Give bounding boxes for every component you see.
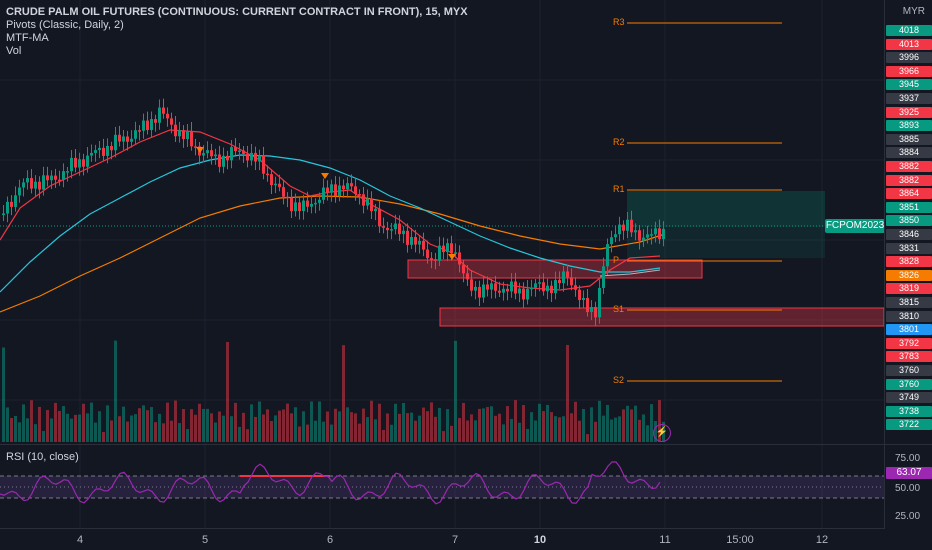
rsi-value-badge: 63.07 <box>886 467 932 479</box>
time-label: 4 <box>76 534 84 546</box>
long-position-target <box>627 191 825 227</box>
price-label: 3810 <box>886 310 932 322</box>
pivot-label-r1: R1 <box>613 184 625 194</box>
rsi-line <box>0 461 661 505</box>
price-label: 3925 <box>886 106 932 118</box>
rsi-legend[interactable]: RSI (10, close) <box>6 451 79 463</box>
price-label: 3882 <box>886 174 932 186</box>
price-axis[interactable]: MYR 4018 4013 3996 3966 3945 3937 3925 3893 3885… <box>884 0 932 444</box>
price-label: 4018 <box>886 25 932 36</box>
symbol-price-tag: FCPOM2023 <box>825 219 885 233</box>
price-label: 3831 <box>886 242 932 254</box>
pivot-label-p: P <box>613 255 620 265</box>
pivot-label-r2: R2 <box>613 137 625 147</box>
time-label: 12 <box>815 534 829 546</box>
candlesticks <box>2 98 665 327</box>
ma-orange <box>0 195 666 313</box>
price-label: 3846 <box>886 229 932 240</box>
pivot-label-s1: S1 <box>613 304 625 314</box>
price-label: 3792 <box>886 337 932 349</box>
rsi-band <box>0 476 884 498</box>
ma-cyan <box>0 154 661 293</box>
price-label: 3850 <box>886 215 932 227</box>
price-label: 3945 <box>886 79 932 91</box>
supply-zone-lower <box>439 307 885 327</box>
pivot-lines <box>627 22 782 382</box>
price-label: 3826 <box>886 269 932 281</box>
study-pivots[interactable]: Pivots (Classic, Daily, 2) <box>6 19 124 31</box>
volume-bars <box>2 340 665 442</box>
price-label: 3937 <box>886 93 932 104</box>
time-label: 11 <box>659 534 671 546</box>
price-label: 3783 <box>886 351 932 363</box>
time-label: 5 <box>201 534 209 546</box>
price-label: 3893 <box>886 120 932 132</box>
pivot-label-r3: R3 <box>613 17 625 27</box>
price-label: 3815 <box>886 297 932 308</box>
price-label: 3819 <box>886 283 932 295</box>
rsi-tick: 25.00 <box>895 511 921 522</box>
price-label: 3749 <box>886 392 932 404</box>
price-label: 3996 <box>886 52 932 64</box>
rsi-tick: 50.00 <box>895 483 921 494</box>
price-label: 3760 <box>886 365 932 376</box>
study-vol[interactable]: Vol <box>6 45 22 57</box>
price-label: 3966 <box>886 65 932 77</box>
time-label: 6 <box>326 534 334 546</box>
price-label: 3828 <box>886 256 932 268</box>
signal-marker <box>321 173 329 179</box>
chart-legend: CRUDE PALM OIL FUTURES (CONTINUOUS: CURR… <box>6 6 468 58</box>
pivot-label-s2: S2 <box>613 375 625 385</box>
symbol-title[interactable]: CRUDE PALM OIL FUTURES (CONTINUOUS: CURR… <box>6 6 468 18</box>
lightning-icon[interactable]: ⚡ <box>653 424 671 442</box>
price-label: 3864 <box>886 188 932 200</box>
signal-marker <box>448 254 456 260</box>
price-label: 3801 <box>886 324 932 336</box>
signal-marker <box>196 147 204 153</box>
price-label: 3760 <box>886 378 932 390</box>
time-axis[interactable]: 4 5 6 7 10 11 15:00 12 <box>0 528 884 550</box>
time-label: 10 <box>533 534 547 546</box>
price-label: 3722 <box>886 419 932 431</box>
time-label: 15:00 <box>726 534 754 546</box>
rsi-tick: 75.00 <box>895 453 921 464</box>
study-mtf-ma[interactable]: MTF-MA <box>6 32 49 44</box>
price-label: 3851 <box>886 201 932 213</box>
time-label: 7 <box>451 534 459 546</box>
currency-label[interactable]: MYR <box>902 6 925 17</box>
price-label: 3738 <box>886 405 932 417</box>
price-label: 3885 <box>886 133 932 145</box>
price-label: 3884 <box>886 147 932 159</box>
pane-divider[interactable] <box>0 444 884 445</box>
price-label: 3882 <box>886 161 932 172</box>
rsi-axis[interactable]: 75.00 63.07 50.00 25.00 <box>884 444 932 529</box>
price-label: 4013 <box>886 38 932 50</box>
ma-gray <box>599 269 661 277</box>
